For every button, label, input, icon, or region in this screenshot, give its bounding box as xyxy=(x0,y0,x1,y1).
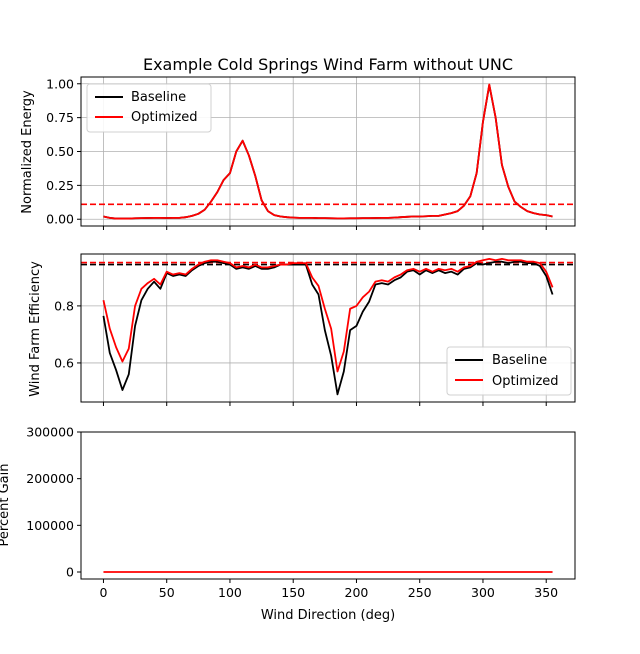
axes-frame xyxy=(80,76,576,227)
legend-label-baseline: Baseline xyxy=(131,90,186,105)
x-tick-label: 100 xyxy=(218,585,242,600)
x-tick-label: 50 xyxy=(159,585,175,600)
y-tick-label: 200000 xyxy=(26,471,74,486)
x-tick-label: 250 xyxy=(408,585,432,600)
x-tick-label: 200 xyxy=(345,585,369,600)
efficiency-plot: 0.6 0.8 xyxy=(54,253,576,406)
ylabel-percent-gain: Percent Gain xyxy=(0,464,12,547)
y-tick-label: 0.75 xyxy=(46,110,74,125)
y-tick-label: 0.00 xyxy=(46,212,74,227)
series-line-optimized xyxy=(102,257,554,373)
chart-title: Example Cold Springs Wind Farm without U… xyxy=(143,55,513,74)
y-tick-label: 0.8 xyxy=(54,298,74,313)
percent-gain-plot: 0 50 100 150 200 250 300 350 0 100000 200000 300000 xyxy=(26,425,576,600)
y-tick-label: 300000 xyxy=(26,425,74,440)
x-tick-label: 300 xyxy=(471,585,495,600)
x-tick-label: 0 xyxy=(99,585,107,600)
series-line-optimized xyxy=(103,83,553,220)
legend-label-optimized: Optimized xyxy=(492,374,559,389)
y-tick-label: 0.6 xyxy=(54,355,74,370)
series-line-baseline xyxy=(102,260,554,396)
axes-frame xyxy=(80,431,576,580)
y-tick-label: 0.25 xyxy=(46,178,74,193)
legend-label-baseline: Baseline xyxy=(492,353,547,368)
y-tick-label: 100000 xyxy=(26,518,74,533)
legend-label-optimized: Optimized xyxy=(131,110,198,125)
ylabel-efficiency: Wind Farm Efficiency xyxy=(28,261,43,397)
y-tick-label: 0.50 xyxy=(46,144,74,159)
y-tick-label: 0 xyxy=(66,565,74,580)
axes-frame xyxy=(80,253,576,403)
x-tick-label: 350 xyxy=(534,585,558,600)
legend-energy: Baseline Optimized xyxy=(86,83,212,133)
x-tick-label: 150 xyxy=(281,585,305,600)
xlabel-wind-direction: Wind Direction (deg) xyxy=(261,608,395,623)
ylabel-energy: Normalized Energy xyxy=(20,90,35,214)
y-tick-label: 1.00 xyxy=(46,76,74,91)
legend-efficiency: Baseline Optimized xyxy=(446,346,572,396)
